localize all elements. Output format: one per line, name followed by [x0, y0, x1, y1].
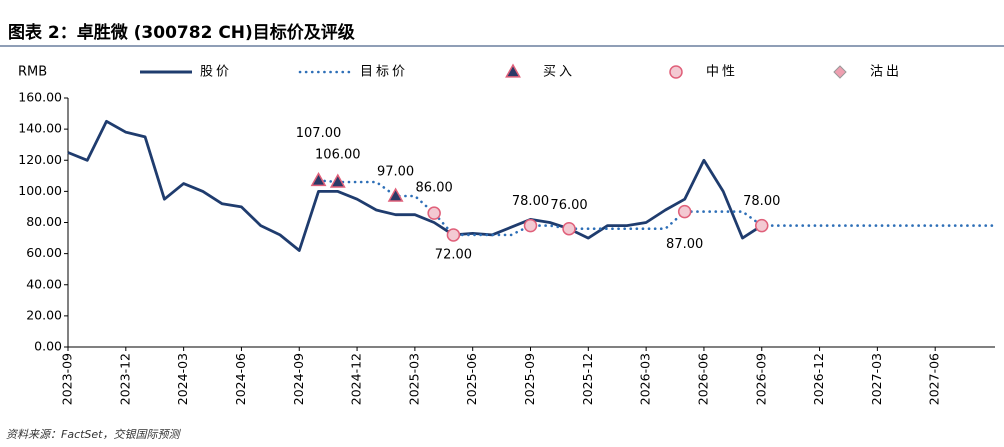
y-tick-label: 20.00 — [26, 307, 62, 322]
neutral-marker — [427, 206, 441, 220]
legend-label: 股价 — [200, 65, 232, 80]
data-label: 106.00 — [315, 148, 361, 163]
data-label: 86.00 — [416, 181, 453, 196]
buy-marker — [387, 187, 404, 202]
data-label: 87.00 — [666, 237, 703, 252]
data-label: 76.00 — [550, 198, 587, 213]
x-tick-label: 2024-06 — [233, 353, 248, 405]
y-tick-label: 100.00 — [18, 183, 62, 198]
buy-marker — [310, 171, 327, 187]
data-label: 78.00 — [743, 194, 780, 209]
y-tick-label: 140.00 — [18, 121, 62, 136]
x-tick-label: 2026-12 — [811, 353, 826, 405]
y-tick-label: 80.00 — [26, 214, 62, 229]
data-label: 78.00 — [512, 194, 549, 209]
x-tick-label: 2027-03 — [869, 353, 884, 405]
legend-label: 目标价 — [360, 65, 408, 80]
x-tick-label: 2026-06 — [695, 353, 710, 405]
x-tick-label: 2023-12 — [117, 353, 132, 405]
y-axis-label: RMB — [18, 65, 47, 80]
x-tick-label: 2024-03 — [175, 353, 190, 405]
source-note: 资料来源：FactSet，交银国际预测 — [6, 428, 181, 441]
neutral-marker — [446, 228, 461, 242]
y-tick-label: 40.00 — [26, 276, 62, 291]
legend-swatch — [833, 65, 847, 79]
x-tick-label: 2025-03 — [406, 353, 421, 405]
x-tick-label: 2023-09 — [60, 353, 75, 405]
chart-title: 图表 2：卓胜微 (300782 CH)目标价及评级 — [8, 22, 355, 43]
legend-label: 沽出 — [870, 65, 902, 80]
x-tick-label: 2025-09 — [522, 353, 537, 405]
x-tick-label: 2026-03 — [638, 353, 653, 405]
x-tick-label: 2027-06 — [927, 353, 942, 405]
legend-label: 买入 — [543, 65, 575, 80]
data-label: 72.00 — [435, 247, 472, 262]
data-label: 97.00 — [377, 165, 414, 180]
y-tick-label: 120.00 — [18, 152, 62, 167]
y-tick-label: 160.00 — [18, 90, 62, 105]
y-tick-label: 0.00 — [34, 339, 62, 354]
neutral-marker — [523, 218, 538, 233]
neutral-marker — [755, 218, 769, 233]
x-tick-label: 2024-09 — [291, 353, 306, 405]
legend-swatch — [669, 65, 683, 79]
buy-marker — [329, 173, 346, 188]
neutral-marker — [677, 204, 692, 219]
x-tick-label: 2026-09 — [753, 353, 768, 405]
legend-swatch — [505, 63, 521, 78]
legend-label: 中性 — [706, 65, 738, 80]
x-tick-label: 2024-12 — [349, 353, 364, 405]
data-label: 107.00 — [296, 126, 342, 141]
x-tick-label: 2025-12 — [580, 353, 595, 405]
y-tick-label: 60.00 — [26, 245, 62, 260]
price-line — [67, 119, 763, 252]
x-tick-label: 2025-06 — [464, 353, 479, 405]
neutral-marker — [562, 221, 576, 236]
